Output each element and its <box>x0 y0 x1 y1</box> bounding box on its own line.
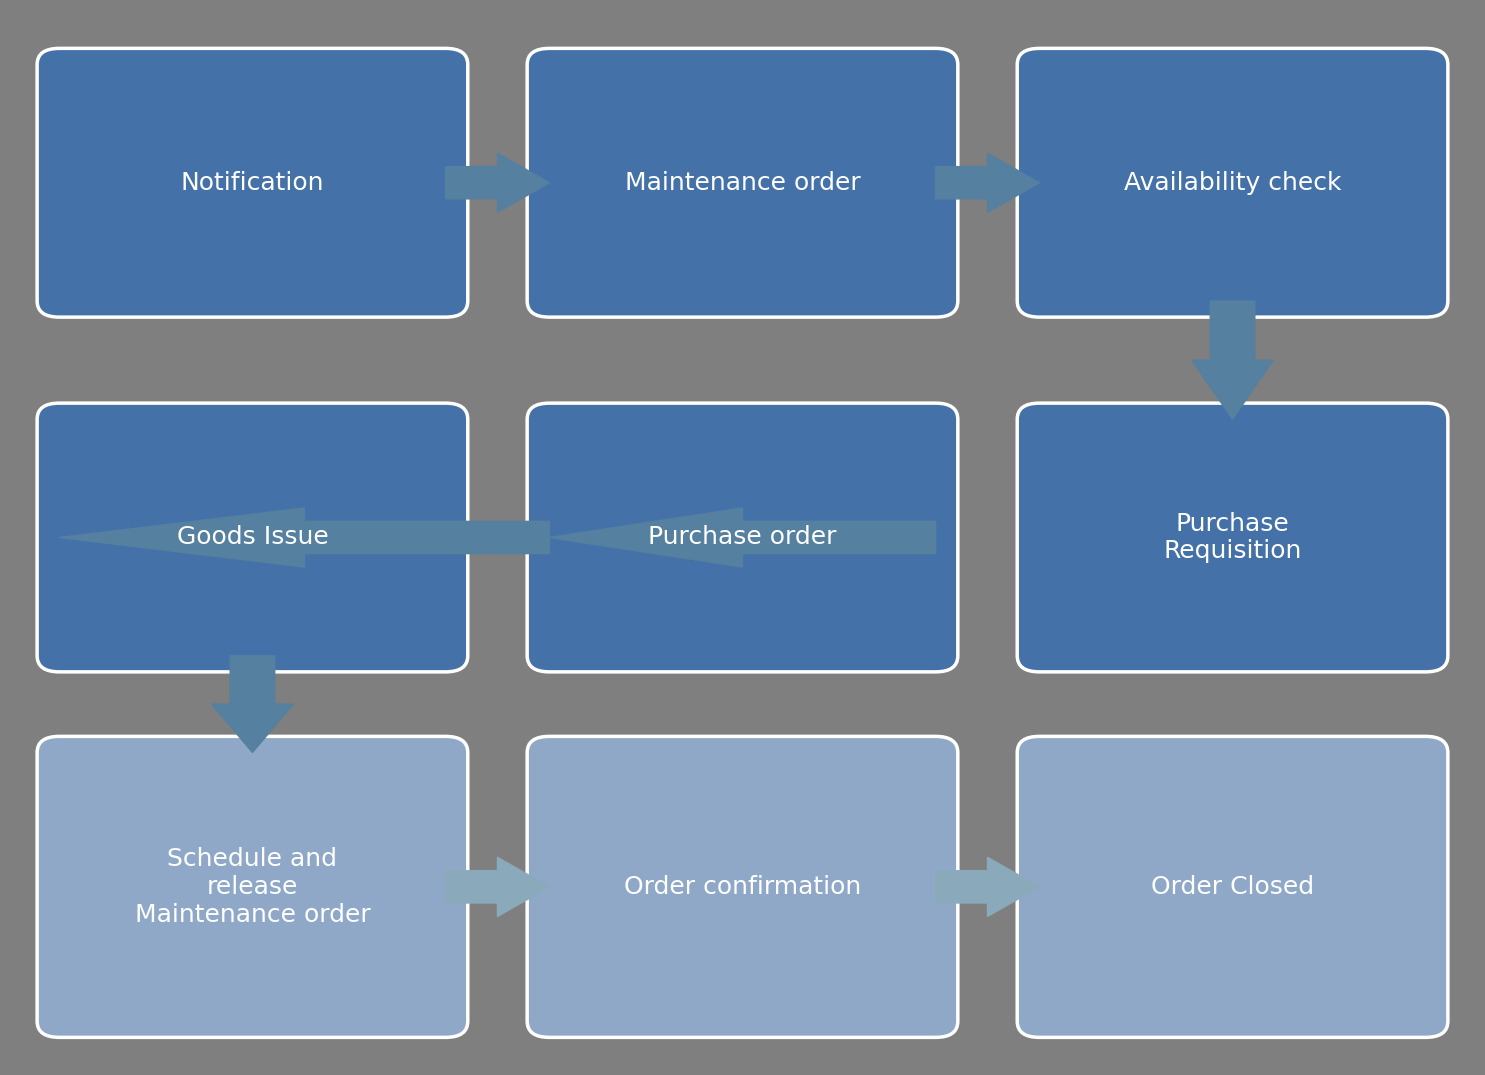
FancyBboxPatch shape <box>1017 48 1448 317</box>
FancyBboxPatch shape <box>37 48 468 317</box>
Text: Purchase
Requisition: Purchase Requisition <box>1163 512 1302 563</box>
Text: Notification: Notification <box>181 171 324 195</box>
Polygon shape <box>446 154 549 213</box>
Polygon shape <box>212 656 294 752</box>
FancyBboxPatch shape <box>527 736 958 1037</box>
FancyBboxPatch shape <box>37 403 468 672</box>
Polygon shape <box>446 858 549 916</box>
FancyBboxPatch shape <box>1017 736 1448 1037</box>
Text: Goods Issue: Goods Issue <box>177 526 328 549</box>
FancyBboxPatch shape <box>37 736 468 1037</box>
Text: Availability check: Availability check <box>1124 171 1341 195</box>
FancyBboxPatch shape <box>527 403 958 672</box>
Polygon shape <box>936 858 1040 916</box>
Text: Schedule and
release
Maintenance order: Schedule and release Maintenance order <box>135 847 370 927</box>
Polygon shape <box>549 507 936 568</box>
Polygon shape <box>1192 301 1273 419</box>
FancyBboxPatch shape <box>527 48 958 317</box>
Polygon shape <box>936 154 1040 213</box>
Text: Order Closed: Order Closed <box>1151 875 1314 899</box>
FancyBboxPatch shape <box>1017 403 1448 672</box>
Text: Maintenance order: Maintenance order <box>625 171 860 195</box>
Text: Order confirmation: Order confirmation <box>624 875 861 899</box>
Polygon shape <box>59 507 549 568</box>
Text: Purchase order: Purchase order <box>649 526 836 549</box>
